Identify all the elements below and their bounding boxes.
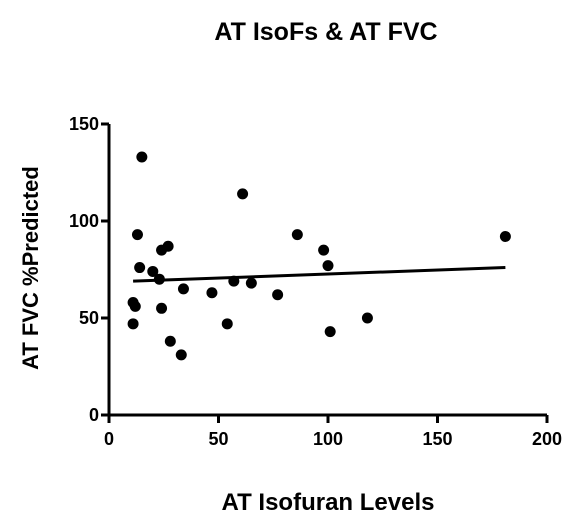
y-axis-label-group: AT FVC %Predicted	[18, 166, 43, 370]
data-point	[131, 229, 143, 241]
data-point	[291, 229, 303, 241]
data-point	[221, 318, 233, 330]
data-point	[228, 275, 240, 287]
trendline	[133, 266, 506, 283]
data-point	[156, 244, 168, 256]
data-point	[177, 283, 189, 295]
data-point	[499, 231, 511, 243]
data-point	[129, 300, 141, 312]
x-tick-label: 0	[104, 429, 114, 449]
x-tick-label: 50	[208, 429, 228, 449]
x-axis-label: AT Isofuran Levels	[222, 489, 435, 516]
data-point	[156, 302, 168, 314]
trendline-group	[133, 266, 506, 283]
points-group	[127, 151, 511, 361]
data-point	[153, 273, 165, 285]
data-point	[245, 277, 257, 289]
y-tick-label: 0	[89, 405, 99, 425]
data-point	[318, 244, 330, 256]
data-point	[147, 265, 159, 277]
y-tick-label: 50	[79, 308, 99, 328]
data-point	[322, 260, 334, 272]
data-point	[175, 349, 187, 361]
y-tick-label: 100	[69, 211, 99, 231]
data-point	[206, 287, 218, 299]
data-point	[164, 335, 176, 347]
x-tick-label: 200	[532, 429, 562, 449]
y-tick-label: 150	[69, 114, 99, 134]
data-point	[134, 262, 146, 274]
data-point	[324, 326, 336, 338]
data-point	[127, 318, 139, 330]
x-tick-label: 100	[313, 429, 343, 449]
x-tick-label: 150	[422, 429, 452, 449]
data-point	[361, 312, 373, 324]
data-point	[237, 188, 249, 200]
y-axis-label: AT FVC %Predicted	[18, 166, 43, 370]
axes: 0 50 100 150 200 0 50 100 150	[69, 114, 562, 449]
data-point	[136, 151, 148, 163]
data-point	[272, 289, 284, 301]
chart-title: AT IsoFs & AT FVC	[214, 18, 437, 46]
